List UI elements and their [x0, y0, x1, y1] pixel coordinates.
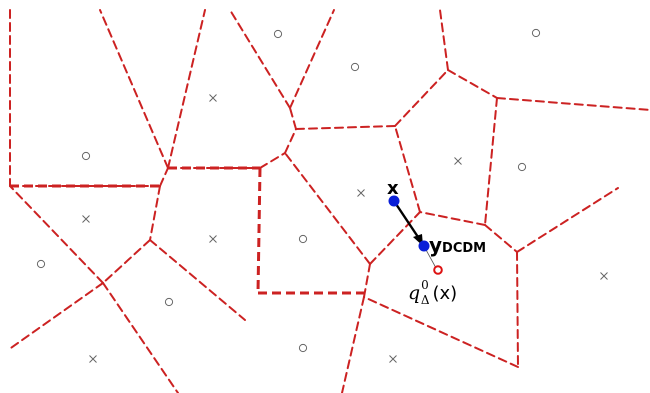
lattice-cross-marker — [454, 157, 462, 165]
lattice-circle-marker — [350, 62, 360, 72]
voronoi-edge — [516, 187, 619, 253]
voronoi-edge — [394, 69, 449, 127]
voronoi-edge — [484, 224, 518, 253]
voronoi-edge — [149, 185, 161, 241]
voronoi-edge — [7, 282, 104, 351]
label-q-subscript: Δ — [421, 293, 430, 307]
label-q: q — [408, 282, 420, 304]
label-y: y — [429, 233, 442, 257]
label-x: x — [387, 178, 399, 199]
voronoi-edge — [341, 296, 365, 393]
voronoi-edge — [9, 185, 104, 284]
voronoi-edge — [259, 152, 286, 169]
voronoi-edge — [102, 239, 151, 284]
voronoi-edge — [419, 211, 486, 226]
voronoi-edge — [369, 211, 421, 265]
lattice-cross-marker — [600, 272, 608, 280]
voronoi-edge — [284, 152, 371, 265]
voronoi-edge — [229, 9, 291, 109]
voronoi-edge — [159, 167, 169, 187]
projection-arrow — [393, 200, 421, 241]
voronoi-edge — [289, 107, 297, 130]
label-q-superscript: 0 — [421, 278, 429, 292]
lattice-circle-marker — [298, 234, 308, 244]
voronoi-edge-thick — [256, 167, 262, 294]
voronoi-edge — [496, 97, 650, 111]
voronoi-edge — [363, 263, 371, 298]
point-x — [388, 195, 400, 207]
lattice-markers — [36, 28, 608, 363]
lattice-circle-marker — [36, 259, 46, 269]
label-q0-delta: q0 Δ (x) — [408, 278, 457, 307]
voronoi-edge — [289, 9, 335, 109]
point-y-dcdm — [418, 240, 430, 252]
voronoi-edges — [7, 9, 650, 393]
lattice-circle-marker — [517, 162, 527, 172]
lattice-cross-marker — [209, 235, 217, 243]
voronoi-highlighted-cell — [10, 166, 364, 295]
lattice-cross-marker — [82, 215, 90, 223]
lattice-circle-marker — [164, 297, 174, 307]
label-q-argument: (x) — [432, 283, 457, 304]
voronoi-edge — [516, 251, 519, 368]
lattice-cross-marker — [357, 189, 365, 197]
lattice-circle-marker — [531, 28, 541, 38]
lattice-circle-marker — [273, 29, 283, 39]
voronoi-edge — [102, 282, 179, 393]
voronoi-edge — [363, 296, 519, 368]
rounding-link — [424, 247, 437, 269]
quantized-point — [433, 265, 443, 275]
label-y-dcdm: yDCDM — [429, 233, 486, 257]
voronoi-edge — [99, 9, 169, 169]
voronoi-edge — [167, 9, 206, 169]
voronoi-edge — [447, 69, 498, 99]
lattice-cross-marker — [389, 355, 397, 363]
label-y-subscript: DCDM — [442, 241, 486, 256]
voronoi-edge — [295, 125, 396, 130]
voronoi-edge — [394, 125, 421, 213]
lattice-circle-marker — [81, 151, 91, 161]
voronoi-edge — [284, 128, 297, 154]
voronoi-edge — [149, 239, 246, 321]
voronoi-edge — [439, 9, 449, 71]
lattice-circle-marker — [298, 343, 308, 353]
lattice-cross-marker — [209, 94, 217, 102]
voronoi-edge — [484, 97, 498, 226]
lattice-cross-marker — [89, 355, 97, 363]
